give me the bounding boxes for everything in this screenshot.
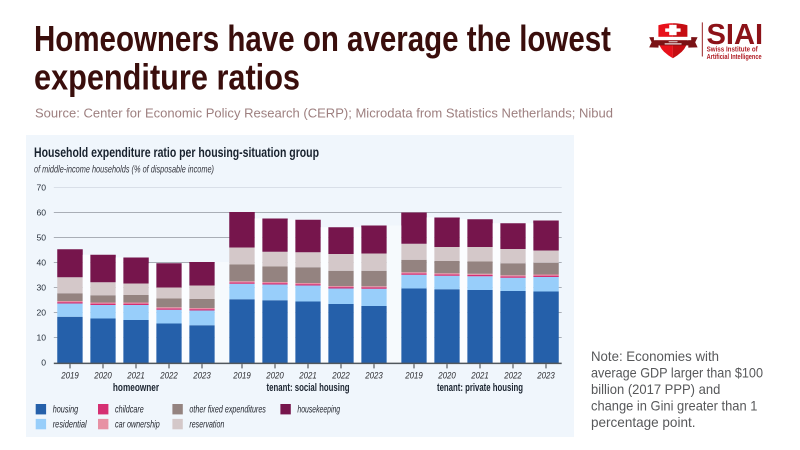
svg-text:40: 40	[36, 258, 46, 268]
svg-text:childcare: childcare	[115, 405, 144, 416]
svg-text:30: 30	[36, 283, 46, 293]
svg-text:change in Gini greater than 1: change in Gini greater than 1	[591, 397, 758, 413]
svg-text:percentage point.: percentage point.	[591, 414, 696, 430]
svg-text:2023: 2023	[364, 371, 383, 382]
svg-text:Artificial Intelligence: Artificial Intelligence	[707, 54, 762, 61]
svg-text:50: 50	[36, 233, 46, 243]
svg-text:residential: residential	[53, 420, 87, 431]
svg-text:2020: 2020	[437, 371, 456, 382]
svg-text:2021: 2021	[470, 371, 488, 382]
svg-text:Source: Center for Economic Po: Source: Center for Economic Policy Resea…	[35, 107, 613, 121]
svg-text:tenant: social housing: tenant: social housing	[267, 382, 350, 394]
svg-text:2020: 2020	[93, 371, 112, 382]
svg-text:Homeowners have on average the: Homeowners have on average the lowest	[34, 18, 611, 59]
svg-text:2021: 2021	[298, 371, 316, 382]
svg-text:average GDP larger than $100: average GDP larger than $100	[591, 364, 763, 380]
svg-text:other fixed expenditures: other fixed expenditures	[189, 405, 266, 416]
svg-text:tenant: private housing: tenant: private housing	[437, 382, 523, 394]
svg-text:homeowner: homeowner	[113, 382, 159, 394]
svg-text:2021: 2021	[126, 371, 144, 382]
svg-text:2022: 2022	[331, 371, 350, 382]
svg-text:2023: 2023	[536, 371, 555, 382]
svg-text:of middle-income households (%: of middle-income households (% of dispos…	[34, 164, 214, 176]
svg-text:reservation: reservation	[189, 420, 224, 431]
svg-text:housekeeping: housekeeping	[297, 405, 340, 416]
svg-text:Swiss Institute of: Swiss Institute of	[707, 47, 759, 54]
svg-text:Household expenditure ratio pe: Household expenditure ratio per housing-…	[34, 144, 319, 160]
svg-text:2022: 2022	[159, 371, 178, 382]
svg-text:2019: 2019	[60, 371, 79, 382]
svg-text:60: 60	[36, 208, 46, 218]
svg-text:70: 70	[36, 183, 46, 193]
svg-text:2020: 2020	[265, 371, 284, 382]
svg-text:10: 10	[36, 333, 46, 343]
svg-text:SIAI: SIAI	[707, 19, 764, 51]
svg-text:Note: Economies with: Note: Economies with	[591, 348, 719, 364]
svg-text:20: 20	[36, 308, 46, 318]
svg-text:2023: 2023	[192, 371, 211, 382]
svg-text:expenditure ratios: expenditure ratios	[34, 57, 300, 98]
svg-text:housing: housing	[53, 405, 79, 416]
svg-text:billion (2017 PPP) and: billion (2017 PPP) and	[591, 381, 720, 397]
svg-text:2019: 2019	[404, 371, 423, 382]
svg-text:0: 0	[41, 358, 46, 368]
svg-text:car ownership: car ownership	[115, 420, 160, 431]
svg-text:2019: 2019	[232, 371, 251, 382]
svg-text:2022: 2022	[503, 371, 522, 382]
